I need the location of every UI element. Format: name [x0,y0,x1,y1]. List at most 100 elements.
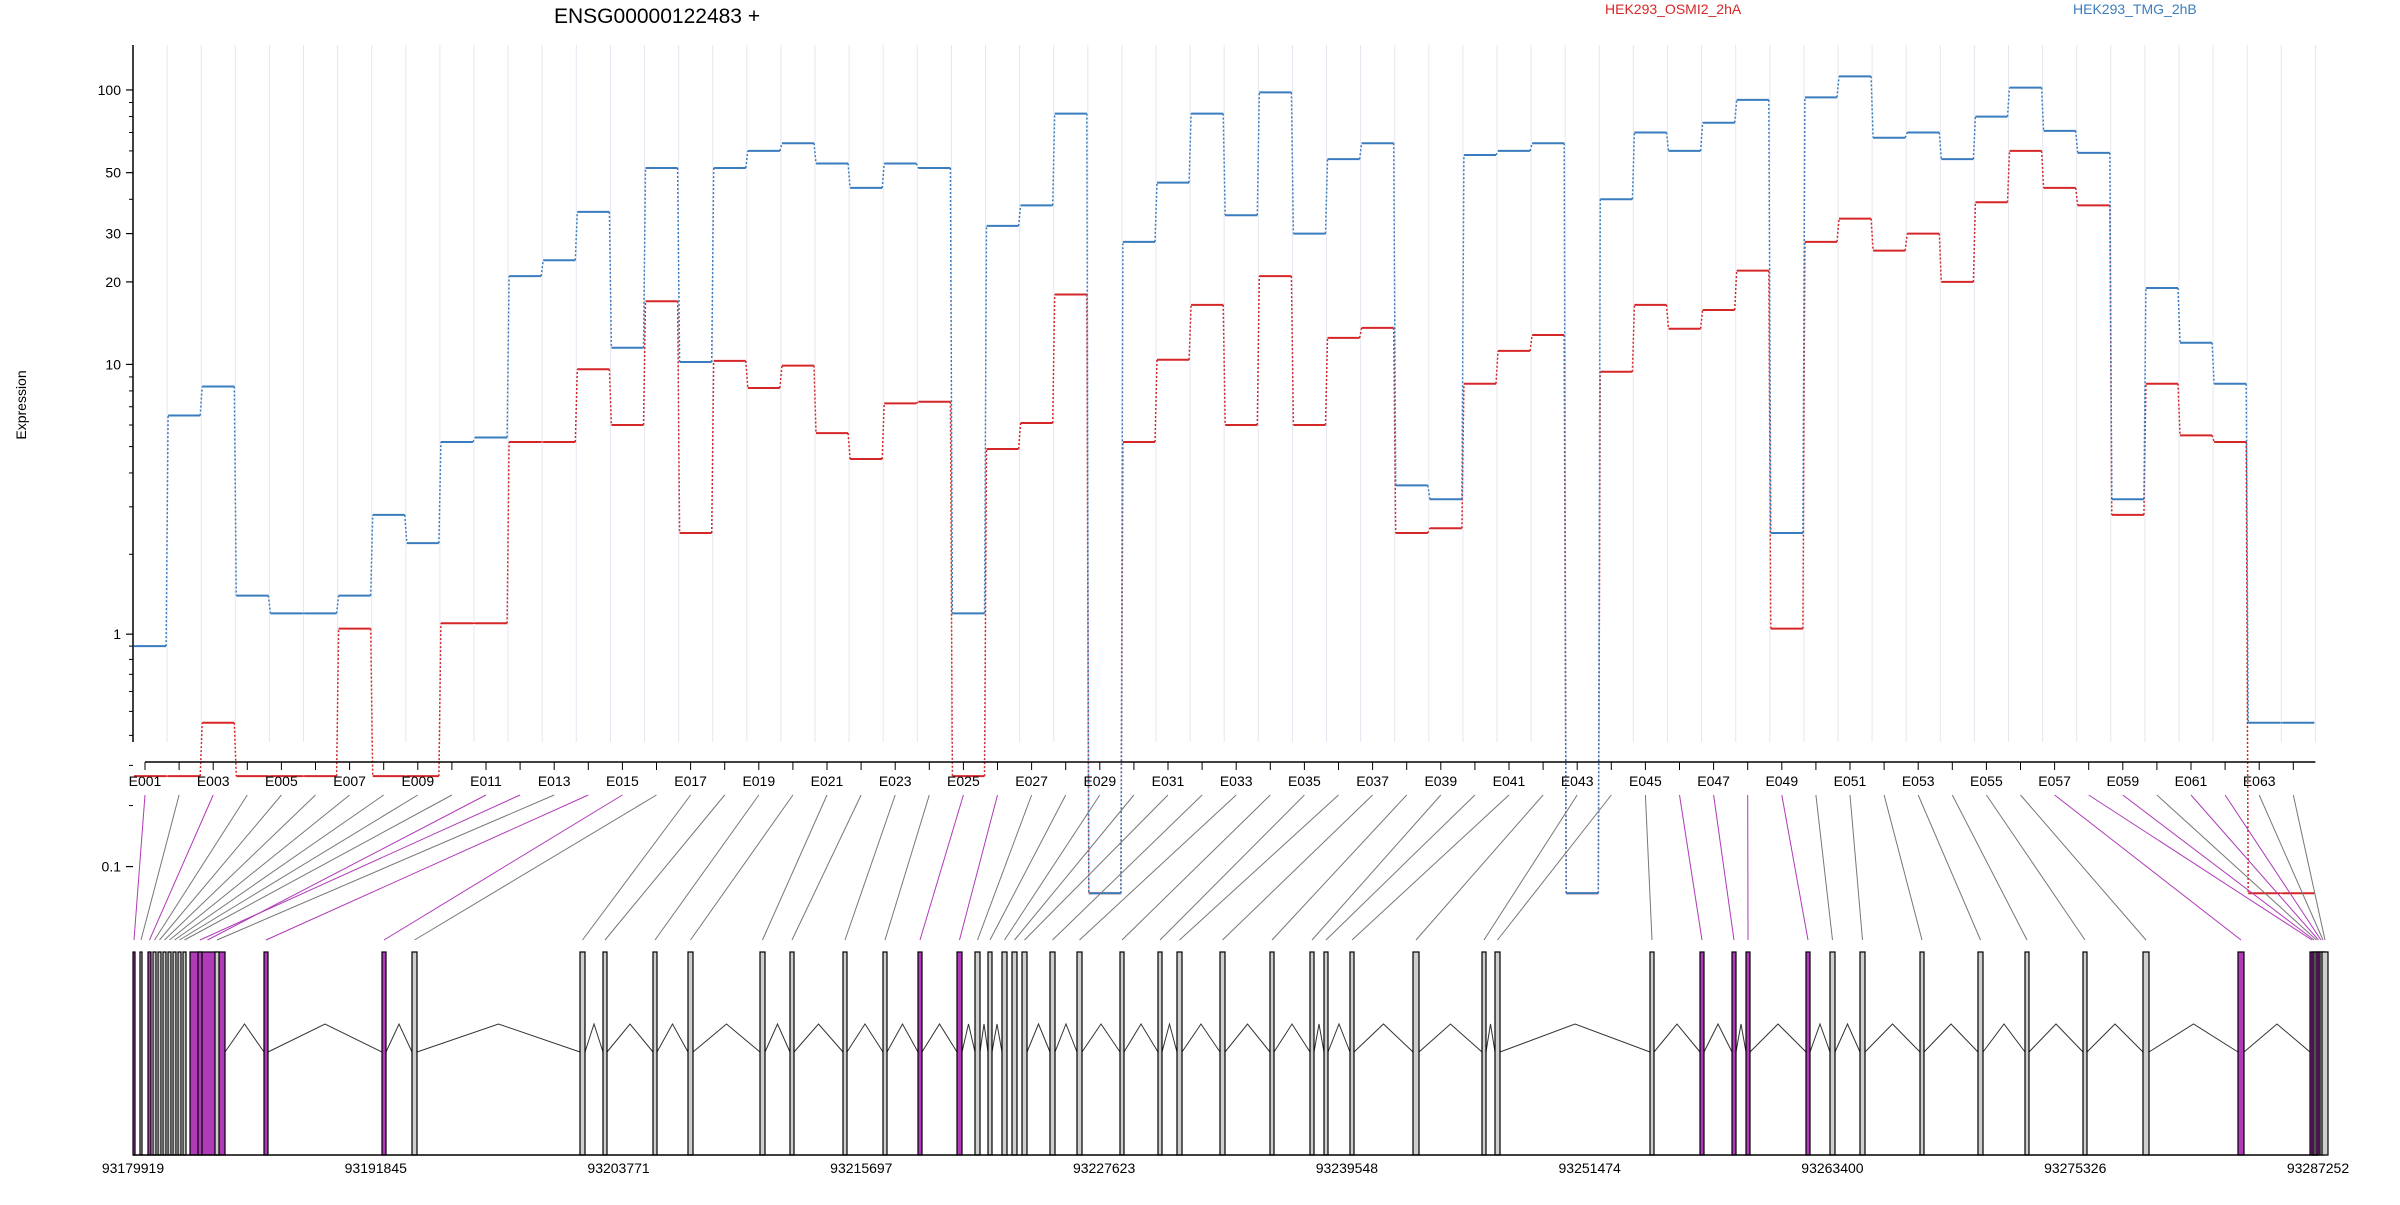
exon-tick-label: E015 [606,773,639,789]
exon-connector [1326,795,1475,940]
intron [980,1024,988,1052]
exon-tick-label: E021 [811,773,844,789]
genomic-tick-label: 93203771 [587,1160,650,1176]
intron [922,1024,957,1052]
exon-tick-label: E049 [1765,773,1798,789]
exon-connector [165,795,316,940]
exon-tick-label: E041 [1493,773,1526,789]
chart-title: ENSG00000122483 + [554,5,760,28]
exon-tick-label: E059 [2106,773,2139,789]
exon-connector [1645,795,1652,940]
exon-connector [1122,795,1270,940]
intron [1328,1024,1350,1052]
legend-entry-tmg: HEK293_TMG_2hB [2073,1,2197,17]
exon-connector [1223,795,1373,940]
exon-box [1077,952,1082,1155]
exon-connector [2089,795,2312,940]
intron [2087,1024,2143,1052]
exon-box [163,952,166,1155]
exon-connector [2259,795,2323,940]
intron [1055,1024,1077,1052]
exon-box [178,952,181,1155]
exon-box [1830,952,1835,1155]
exon-connector [208,795,487,940]
exon-tick-label: E055 [1970,773,2003,789]
intron [1924,1024,1978,1052]
exon-connector [1015,795,1134,940]
exon-box [1482,952,1486,1155]
intron [1027,1024,1050,1052]
exon-box [140,952,142,1155]
exon-connector [2293,795,2325,940]
exon-connector [1680,795,1703,940]
exon-connector [960,795,998,940]
exon-box [1806,952,1810,1155]
exon-connector [763,795,828,940]
intron [607,1024,653,1052]
exon-box [198,952,202,1155]
exon-tick-label: E005 [265,773,298,789]
exon-box [2143,952,2149,1155]
exon-connector [415,795,657,940]
intron [2029,1024,2083,1052]
exon-connector [170,795,350,940]
exon-box [1650,952,1654,1155]
intron [1835,1024,1860,1052]
exon-box [168,952,171,1155]
exon-connector [1352,795,1509,940]
exon-connector [1782,795,1808,940]
exon-tick-label: E057 [2038,773,2071,789]
exon-connector [141,795,179,940]
exon-connector [920,795,963,940]
intron [1736,1024,1746,1052]
exon-box [1177,952,1182,1155]
exon-connector [1884,795,1922,940]
exon-box [158,952,161,1155]
exon-box [1413,952,1419,1155]
intron [2244,1024,2310,1052]
intron [1704,1024,1732,1052]
intron [1274,1024,1310,1052]
exon-box [2322,952,2328,1155]
exon-box [264,952,268,1155]
genomic-tick-label: 93227623 [1073,1160,1136,1176]
intron [693,1024,760,1052]
exon-tick-label: E063 [2243,773,2276,789]
y-tick-label: 10 [105,356,121,372]
y-tick-label: 50 [105,165,121,181]
y-tick-label: 30 [105,226,121,242]
exon-box [1324,952,1328,1155]
exon-connector [1272,795,1407,940]
exon-box [988,952,992,1155]
exon-connector [1986,795,2085,940]
exon-box [2025,952,2029,1155]
exon-connector [2055,795,2241,940]
exon-connector [1160,795,1304,940]
intron [2149,1024,2238,1052]
intron [1865,1024,1920,1052]
exon-tick-label: E043 [1561,773,1594,789]
exon-tick-label: E051 [1834,773,1867,789]
intron [1354,1024,1413,1052]
exon-connector [1180,795,1339,940]
exon-box [133,952,135,1155]
gene-model [133,952,2328,1155]
exon-connector [845,795,895,940]
exon-tick-label: E061 [2175,773,2208,789]
y-tick-label: 100 [98,82,122,98]
y-tick-label: 20 [105,274,121,290]
intron [1124,1024,1158,1052]
exon-tick-label: E007 [333,773,366,789]
exon-connector [885,795,929,940]
exon-box [603,952,607,1155]
exon-box [1700,952,1704,1155]
y-tick-label: 1 [113,626,121,642]
exon-box [688,952,693,1155]
intron [417,1024,580,1052]
exon-box [1012,952,1017,1155]
exon-box [1270,952,1274,1155]
intron [847,1024,883,1052]
intron [962,1024,975,1052]
